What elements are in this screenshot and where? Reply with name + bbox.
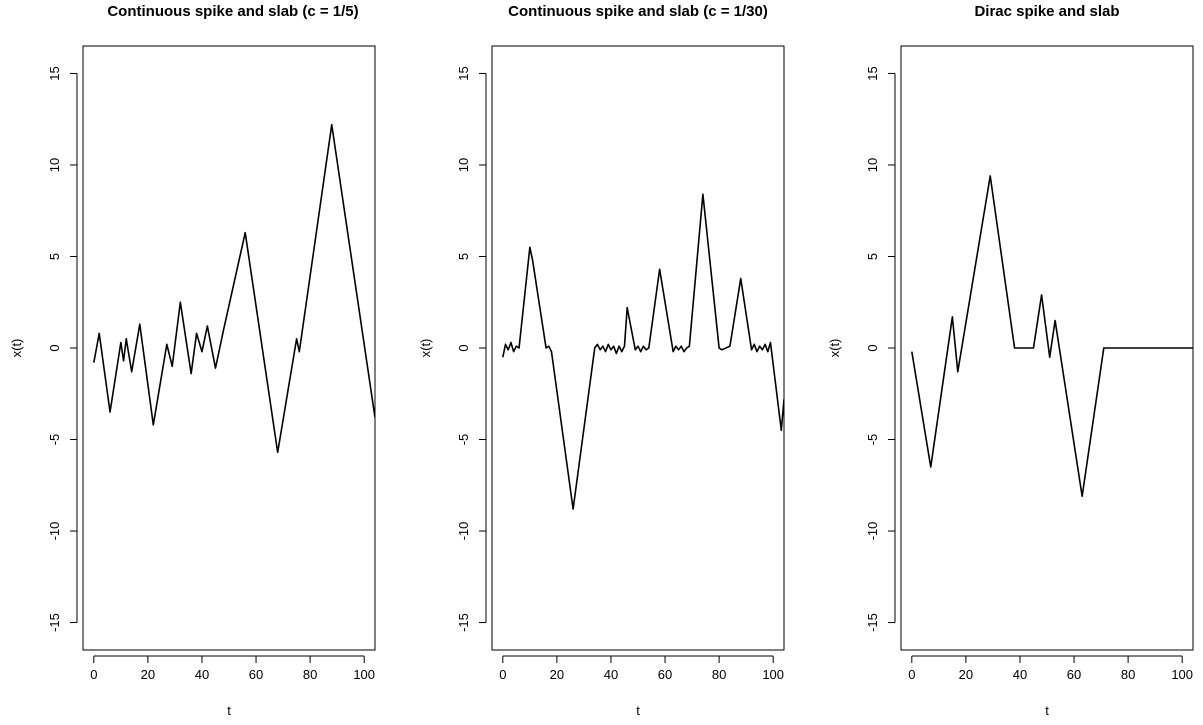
- series-line: [502, 193, 784, 510]
- y-tick-label: 15: [865, 66, 880, 80]
- series-line: [911, 175, 1193, 498]
- x-axis-label: t: [1045, 703, 1049, 718]
- x-tick-label: 80: [712, 667, 726, 682]
- panel-title: Continuous spike and slab (c = 1/30): [508, 3, 768, 20]
- x-tick-label: 20: [959, 667, 973, 682]
- x-tick-label: 80: [303, 667, 317, 682]
- y-tick-label: -15: [865, 613, 880, 632]
- plot-frame: [82, 45, 376, 651]
- series-line: [93, 123, 375, 454]
- x-tick-label: 20: [550, 667, 564, 682]
- x-tick-label: 0: [499, 667, 506, 682]
- x-axis-label: t: [227, 703, 231, 718]
- y-tick-label: 10: [456, 158, 471, 172]
- y-tick-label: -10: [47, 522, 62, 541]
- y-tick-label: 0: [47, 344, 62, 351]
- x-tick-label: 100: [762, 667, 784, 682]
- x-tick-label: 60: [249, 667, 263, 682]
- y-tick-label: -10: [865, 522, 880, 541]
- plot-marks: 0 20 40 60 80 100 -15 -10 -5 0 5 10 15: [456, 66, 784, 682]
- y-tick-label: 0: [456, 344, 471, 351]
- x-tick-label: 60: [658, 667, 672, 682]
- y-tick-label: 15: [456, 66, 471, 80]
- y-tick-label: 5: [865, 253, 880, 260]
- x-tick-label: 0: [90, 667, 97, 682]
- x-tick-label: 40: [1013, 667, 1027, 682]
- x-tick-label: 40: [195, 667, 209, 682]
- y-tick-label: 5: [47, 253, 62, 260]
- x-tick-label: 100: [353, 667, 375, 682]
- plot-marks: 0 20 40 60 80 100 -15 -10 -5 0 5 10 15: [47, 66, 375, 682]
- y-tick-label: -15: [456, 613, 471, 632]
- x-tick-label: 100: [1171, 667, 1193, 682]
- x-tick-label: 60: [1067, 667, 1081, 682]
- y-tick-label: 15: [47, 66, 62, 80]
- panel-title: Continuous spike and slab (c = 1/5): [107, 3, 358, 20]
- y-tick-label: -5: [865, 434, 880, 446]
- y-axis-label: x(t): [9, 339, 24, 358]
- x-tick-label: 80: [1121, 667, 1135, 682]
- y-tick-label: 10: [47, 158, 62, 172]
- x-tick-label: 20: [141, 667, 155, 682]
- plot-frame: [491, 45, 785, 651]
- y-tick-label: 10: [865, 158, 880, 172]
- y-tick-label: -15: [47, 613, 62, 632]
- y-tick-label: 0: [865, 344, 880, 351]
- y-axis-label: x(t): [418, 339, 433, 358]
- y-tick-label: -5: [47, 434, 62, 446]
- y-tick-label: -10: [456, 522, 471, 541]
- panel-2: Continuous spike and slab (c = 1/30) 0 20…: [418, 3, 785, 718]
- plot-marks: 0 20 40 60 80 100 -15 -10 -5 0 5 10 15: [865, 66, 1193, 682]
- panel-3: Dirac spike and slab 0 20 40 60 80 100-15-10-…: [827, 3, 1194, 718]
- y-tick-label: -5: [456, 434, 471, 446]
- y-axis-label: x(t): [827, 339, 842, 358]
- x-axis-label: t: [636, 703, 640, 718]
- panel-title: Dirac spike and slab: [974, 3, 1119, 20]
- x-tick-label: 40: [604, 667, 618, 682]
- panel-1: Continuous spike and slab (c = 1/5) 0 20 4…: [9, 3, 376, 718]
- x-tick-label: 0: [908, 667, 915, 682]
- y-tick-label: 5: [456, 253, 471, 260]
